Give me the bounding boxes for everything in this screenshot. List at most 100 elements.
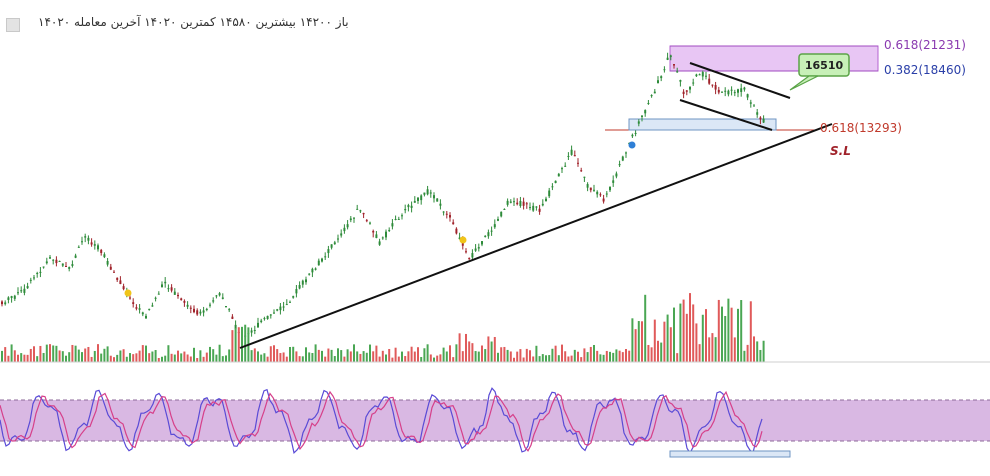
candle-body (77, 246, 80, 248)
volume-bar (612, 352, 615, 362)
candle-body (116, 277, 119, 280)
candle-body (583, 176, 586, 178)
volume-bar (333, 356, 336, 362)
volume-bar (545, 355, 547, 362)
volume-bar (589, 346, 592, 362)
volume-bar (349, 351, 352, 362)
volume-bar (279, 353, 282, 362)
candle-body (631, 134, 634, 137)
volume-bar (711, 333, 714, 362)
candle-body (509, 201, 512, 203)
candle-body (276, 309, 279, 311)
volume-bar (161, 356, 163, 362)
volume-bar (65, 355, 67, 362)
candle-body (340, 233, 343, 236)
candle-body (557, 173, 560, 177)
channel-upper-line (689, 62, 791, 99)
volume-bar (250, 350, 253, 362)
candle-body (183, 300, 186, 303)
candle-body (439, 203, 442, 206)
volume-bar (305, 347, 307, 362)
volume-bar (362, 351, 365, 362)
candle-body (458, 237, 461, 240)
candle-body (519, 200, 522, 206)
candle-body (161, 284, 163, 288)
volume-bar (167, 345, 170, 362)
candle-body (561, 168, 563, 170)
candle-body (586, 184, 589, 188)
candle-body (109, 266, 112, 270)
candle-body (215, 295, 218, 297)
volume-bar (417, 347, 419, 362)
candle-body (602, 198, 605, 202)
volume-bar (516, 351, 519, 362)
candle-body (615, 173, 618, 177)
volume-bar (116, 354, 119, 362)
candle-body (637, 121, 640, 124)
candle-body (609, 186, 611, 191)
volume-bar (71, 344, 74, 362)
candle-body (647, 102, 650, 104)
volume-bar (753, 336, 755, 362)
volume-bar (257, 351, 259, 362)
candle-body (650, 95, 653, 97)
volume-bar (301, 356, 304, 362)
volume-bar (103, 348, 106, 362)
candle-body (711, 84, 714, 86)
volume-bar (541, 354, 544, 362)
candle-body (532, 205, 535, 211)
candle-body (404, 209, 407, 211)
volume-bar (602, 354, 605, 362)
volume-bar (209, 346, 211, 362)
volume-bar (749, 301, 752, 362)
volume-bar (173, 354, 176, 362)
candle-body (500, 211, 503, 217)
volume-bar (237, 327, 240, 362)
candle-body (369, 222, 371, 224)
candle-body (433, 195, 435, 199)
target-callout-text: 16510 (805, 59, 844, 72)
volume-bar (234, 328, 237, 362)
volume-bar (497, 352, 499, 362)
candle-body (317, 260, 320, 266)
candle-body (378, 241, 381, 245)
candle-body (7, 297, 10, 300)
chart-menu-icon[interactable] (6, 18, 20, 32)
candle-body (164, 281, 167, 284)
candle-body (285, 304, 288, 306)
volume-bar (372, 351, 375, 362)
candle-body (58, 260, 61, 262)
volume-bar (673, 307, 675, 362)
volume-bar (714, 337, 717, 362)
volume-bar (196, 357, 199, 362)
candle-body (481, 241, 483, 245)
candle-body (605, 193, 608, 195)
candle-body (68, 267, 71, 269)
candle-body (61, 263, 64, 266)
volume-bar (273, 345, 275, 362)
candle-body (513, 201, 515, 203)
candle-body (122, 286, 125, 290)
volume-bar (260, 354, 263, 362)
candle-body (692, 82, 695, 84)
volume-bar (189, 356, 192, 362)
candle-body (4, 302, 7, 305)
candle-body (717, 89, 720, 93)
volume-bar (538, 356, 541, 362)
signal-dot-yellow-2 (459, 236, 467, 244)
candle-body (468, 258, 471, 260)
volume-bar (68, 352, 71, 362)
candle-body (621, 156, 624, 161)
candle-body (52, 259, 55, 261)
candle-body (749, 102, 752, 104)
candle-body (180, 298, 183, 301)
volume-bar (685, 313, 688, 362)
signal-dot-yellow-1 (124, 289, 132, 297)
candle-body (740, 88, 743, 92)
candle-body (522, 201, 525, 206)
candle-body (695, 74, 698, 77)
volume-bar (321, 350, 323, 362)
volume-bar (653, 319, 656, 362)
volume-bar (586, 352, 589, 362)
